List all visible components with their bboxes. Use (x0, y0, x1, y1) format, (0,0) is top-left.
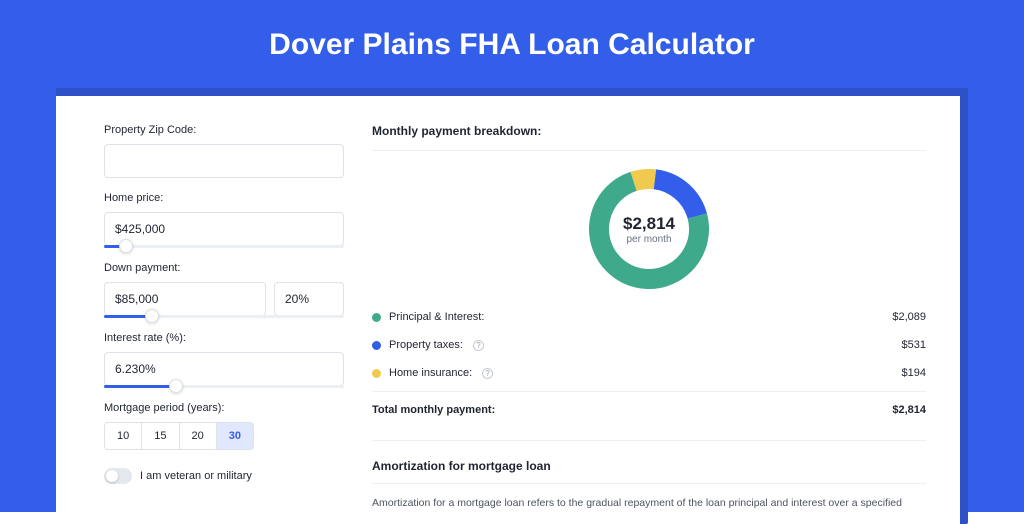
veteran-toggle[interactable] (104, 468, 132, 484)
donut-amount: $2,814 (623, 214, 675, 234)
legend-row: Property taxes:? $531 (372, 331, 926, 359)
legend-dot (372, 341, 381, 350)
field-period: Mortgage period (years): 10152030 (104, 402, 344, 450)
home-price-slider[interactable] (104, 245, 344, 248)
form-column: Property Zip Code: Home price: Down paym… (104, 124, 344, 512)
legend-dot (372, 369, 381, 378)
field-interest-rate: Interest rate (%): (104, 332, 344, 388)
slider-thumb[interactable] (145, 309, 159, 323)
down-payment-input[interactable] (104, 282, 266, 316)
total-value: $2,814 (892, 404, 926, 416)
divider (372, 150, 926, 151)
divider (372, 440, 926, 441)
home-price-input[interactable] (104, 212, 344, 246)
veteran-row: I am veteran or military (104, 468, 344, 484)
page-background: Dover Plains FHA Loan Calculator Propert… (0, 0, 1024, 512)
slider-thumb[interactable] (119, 239, 133, 253)
page-title: Dover Plains FHA Loan Calculator (0, 28, 1024, 62)
donut-sub: per month (626, 234, 671, 245)
amortization-title: Amortization for mortgage loan (372, 459, 926, 473)
amortization-body: Amortization for a mortgage loan refers … (372, 496, 926, 512)
legend-dot (372, 313, 381, 322)
veteran-label: I am veteran or military (140, 470, 252, 482)
total-label: Total monthly payment: (372, 404, 495, 416)
breakdown-column: Monthly payment breakdown: $2,814 per mo… (372, 124, 926, 512)
legend-value: $194 (902, 367, 926, 379)
legend-value: $531 (902, 339, 926, 351)
card-shadow: Property Zip Code: Home price: Down paym… (56, 88, 968, 524)
period-button-group: 10152030 (104, 422, 344, 450)
calculator-card: Property Zip Code: Home price: Down paym… (56, 96, 960, 524)
down-payment-pct-input[interactable] (274, 282, 344, 316)
interest-rate-label: Interest rate (%): (104, 332, 344, 344)
zip-input[interactable] (104, 144, 344, 178)
legend-row: Principal & Interest: $2,089 (372, 303, 926, 331)
donut-center: $2,814 per month (589, 169, 709, 289)
legend-label: Principal & Interest: (389, 311, 484, 323)
legend-label: Property taxes: (389, 339, 463, 351)
breakdown-title: Monthly payment breakdown: (372, 124, 926, 138)
info-icon[interactable]: ? (482, 368, 493, 379)
home-price-label: Home price: (104, 192, 344, 204)
period-label: Mortgage period (years): (104, 402, 344, 414)
period-button-30[interactable]: 30 (217, 422, 254, 450)
field-home-price: Home price: (104, 192, 344, 248)
legend: Principal & Interest: $2,089 Property taxe… (372, 303, 926, 387)
interest-rate-input[interactable] (104, 352, 344, 386)
zip-label: Property Zip Code: (104, 124, 344, 136)
slider-thumb[interactable] (169, 379, 183, 393)
down-payment-label: Down payment: (104, 262, 344, 274)
info-icon[interactable]: ? (473, 340, 484, 351)
period-button-20[interactable]: 20 (180, 422, 217, 450)
donut-chart-wrap: $2,814 per month (372, 163, 926, 303)
period-button-15[interactable]: 15 (142, 422, 179, 450)
legend-row: Home insurance:? $194 (372, 359, 926, 387)
period-button-10[interactable]: 10 (104, 422, 142, 450)
legend-value: $2,089 (892, 311, 926, 323)
legend-label: Home insurance: (389, 367, 472, 379)
divider (372, 483, 926, 484)
interest-rate-slider[interactable] (104, 385, 344, 388)
donut-chart: $2,814 per month (589, 169, 709, 289)
field-zip: Property Zip Code: (104, 124, 344, 178)
down-payment-slider[interactable] (104, 315, 344, 318)
field-down-payment: Down payment: (104, 262, 344, 318)
legend-total-row: Total monthly payment: $2,814 (372, 391, 926, 424)
